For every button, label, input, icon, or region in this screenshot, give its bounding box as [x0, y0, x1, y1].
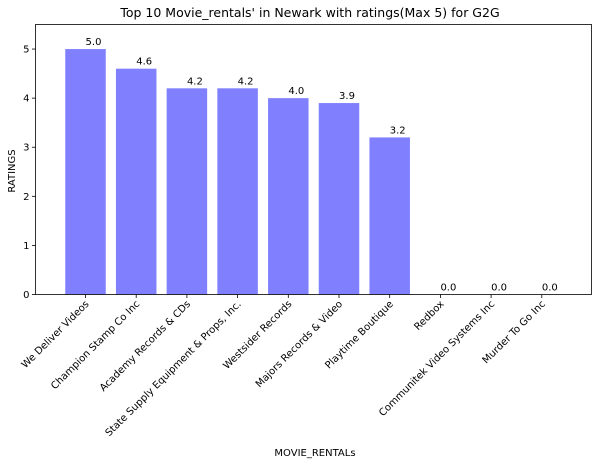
bars-group [65, 49, 410, 295]
y-tick-label: 0 [23, 290, 29, 301]
x-axis-label: MOVIE_RENTALs [274, 448, 355, 459]
bar [65, 49, 106, 295]
value-labels-group: 5.0 4.6 4.2 4.2 4.0 3.9 3.2 0.0 0.0 0.0 [86, 37, 558, 293]
x-tick-label: Redbox [413, 299, 447, 333]
bar [217, 88, 258, 295]
x-tick-label: Academy Records & CDs [98, 299, 193, 394]
bar [115, 68, 157, 295]
x-tick-label: Majors Records & Video [254, 299, 345, 390]
x-tick-label: Communitek Video Systems Inc [377, 299, 497, 419]
bar [166, 88, 208, 295]
y-tick-label: 2 [23, 192, 29, 203]
y-axis-label: RATINGS [7, 149, 18, 192]
value-label: 4.0 [288, 86, 304, 97]
bar [318, 103, 360, 295]
y-tick-label: 5 [23, 45, 29, 56]
y-tick-label: 1 [23, 241, 29, 252]
value-label: 4.2 [238, 76, 254, 87]
value-label: 5.0 [86, 37, 102, 48]
y-axis: 0 1 2 3 4 5 [23, 45, 36, 301]
y-tick-label: 3 [23, 143, 29, 154]
value-label: 3.9 [339, 91, 355, 102]
value-label: 0.0 [491, 283, 507, 294]
chart-title: Top 10 Movie_rentals' in Newark with rat… [119, 5, 499, 20]
bar [369, 137, 410, 295]
bar [268, 98, 309, 295]
value-label: 3.2 [390, 125, 406, 136]
value-label: 0.0 [440, 283, 456, 294]
value-label: 4.2 [187, 76, 203, 87]
y-tick-label: 4 [23, 94, 29, 105]
plot-frame [35, 24, 592, 295]
x-tick-label: Champion Stamp Co Inc [49, 299, 142, 392]
value-label: 0.0 [542, 283, 558, 294]
value-label: 4.6 [136, 57, 152, 68]
